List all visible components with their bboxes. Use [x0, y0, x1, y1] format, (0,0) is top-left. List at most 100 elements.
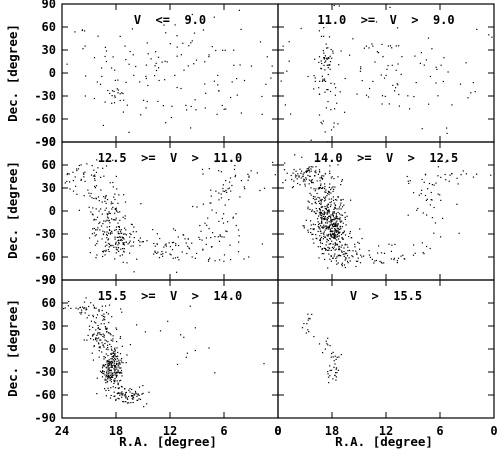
data-point [341, 250, 343, 252]
data-point [444, 173, 446, 176]
data-point [166, 61, 168, 63]
data-point [101, 314, 103, 316]
data-point [340, 246, 342, 248]
data-point [327, 190, 330, 192]
data-point [328, 36, 331, 38]
data-point [105, 348, 107, 350]
data-point [145, 75, 147, 77]
data-point [121, 311, 123, 313]
data-point [95, 219, 97, 221]
data-point [116, 368, 118, 370]
data-point [329, 90, 332, 93]
data-point [107, 332, 109, 334]
data-point [102, 124, 104, 126]
data-point [89, 195, 91, 197]
data-point [435, 66, 437, 68]
data-point [431, 199, 433, 201]
data-point [113, 368, 115, 370]
data-point [323, 200, 325, 202]
data-point [107, 377, 109, 379]
data-point [414, 55, 416, 57]
data-point [153, 253, 155, 255]
data-point [327, 234, 329, 236]
data-point [315, 166, 317, 168]
data-point [336, 227, 338, 229]
data-point [324, 206, 326, 208]
data-point [121, 361, 123, 363]
data-point [102, 370, 104, 372]
data-point [174, 74, 176, 76]
data-point [89, 252, 91, 254]
data-point [294, 176, 297, 178]
data-point [193, 63, 195, 65]
data-point [138, 386, 141, 388]
data-point [263, 363, 265, 365]
data-point [106, 363, 108, 365]
data-point [120, 359, 122, 361]
data-point [301, 170, 303, 172]
data-point [325, 227, 327, 229]
data-point [101, 75, 103, 78]
data-point [314, 196, 316, 198]
data-point [322, 187, 324, 189]
data-point [338, 213, 341, 215]
data-point [124, 218, 126, 220]
data-point [467, 97, 469, 99]
data-point [90, 211, 92, 213]
data-point [333, 122, 335, 124]
data-point [111, 376, 113, 378]
data-point [112, 159, 114, 161]
data-point [335, 216, 337, 218]
data-point [118, 241, 120, 244]
data-point [122, 243, 124, 245]
data-point [102, 251, 104, 253]
data-point [163, 246, 165, 248]
data-point [122, 393, 124, 395]
data-point [336, 263, 338, 265]
data-point [176, 35, 178, 37]
data-point [116, 371, 118, 374]
data-point [138, 394, 140, 396]
data-point [332, 257, 334, 259]
data-point [77, 308, 79, 310]
data-point [327, 67, 329, 69]
data-point [70, 307, 72, 309]
data-point [119, 211, 121, 213]
data-point [333, 126, 335, 128]
data-point [326, 89, 328, 91]
data-point [135, 231, 137, 233]
data-point [341, 220, 343, 222]
data-point [313, 242, 315, 244]
data-point [488, 34, 490, 36]
data-point [335, 221, 337, 223]
data-point [334, 231, 336, 233]
data-point [103, 358, 105, 360]
data-point [105, 250, 107, 252]
data-point [91, 213, 93, 215]
data-point [323, 211, 325, 213]
data-point [421, 178, 423, 181]
data-point [121, 236, 123, 238]
data-point [111, 95, 113, 97]
data-point [330, 204, 332, 206]
data-point [93, 345, 95, 348]
data-point [116, 236, 118, 238]
data-point [334, 204, 337, 206]
data-point [210, 195, 212, 197]
data-point [210, 237, 212, 239]
data-point [115, 226, 118, 228]
data-point [125, 229, 127, 231]
data-point [332, 196, 334, 198]
data-point [332, 351, 334, 353]
data-point [138, 239, 140, 241]
data-point [346, 260, 349, 262]
data-point [109, 369, 111, 371]
data-point [344, 77, 346, 80]
data-point [100, 225, 103, 227]
data-point [344, 259, 346, 261]
data-point [319, 208, 321, 211]
data-point [259, 41, 262, 43]
data-point [105, 327, 107, 329]
data-point [302, 175, 304, 178]
data-point [328, 57, 330, 59]
